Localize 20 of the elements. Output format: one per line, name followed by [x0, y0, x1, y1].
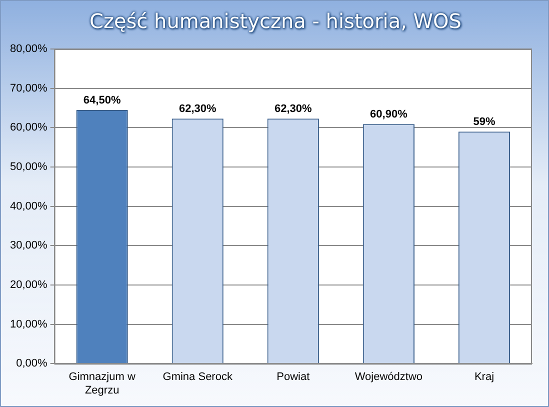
x-tick-label: Województwo [354, 371, 423, 384]
data-label: 62,30% [178, 103, 216, 116]
y-tick-label: 40,00% [10, 200, 48, 212]
y-tick-label: 10,00% [10, 318, 48, 330]
data-label: 62,30% [274, 103, 312, 116]
y-tick-label: 70,00% [10, 82, 48, 94]
x-tick-label: Gmina Serock [162, 371, 233, 384]
y-tick-label: 20,00% [10, 278, 48, 291]
data-label: 60,90% [370, 108, 408, 121]
y-tick-label: 0,00% [16, 358, 48, 370]
y-tick-label: 50,00% [10, 161, 48, 174]
x-tick-label: Powiat [276, 371, 310, 384]
data-label: 64,50% [83, 94, 121, 106]
y-tick-label: 30,00% [10, 240, 48, 252]
x-tick-label: Kraj [474, 371, 494, 384]
chart-title: Część humanistyczna - historia, WOS [88, 9, 462, 33]
x-tick-label: Gimnazjum w Zegrzu [68, 371, 136, 396]
data-label: 59% [473, 116, 496, 128]
y-tick-label: 80,00% [10, 43, 48, 56]
y-tick-label: 60,00% [10, 122, 48, 134]
